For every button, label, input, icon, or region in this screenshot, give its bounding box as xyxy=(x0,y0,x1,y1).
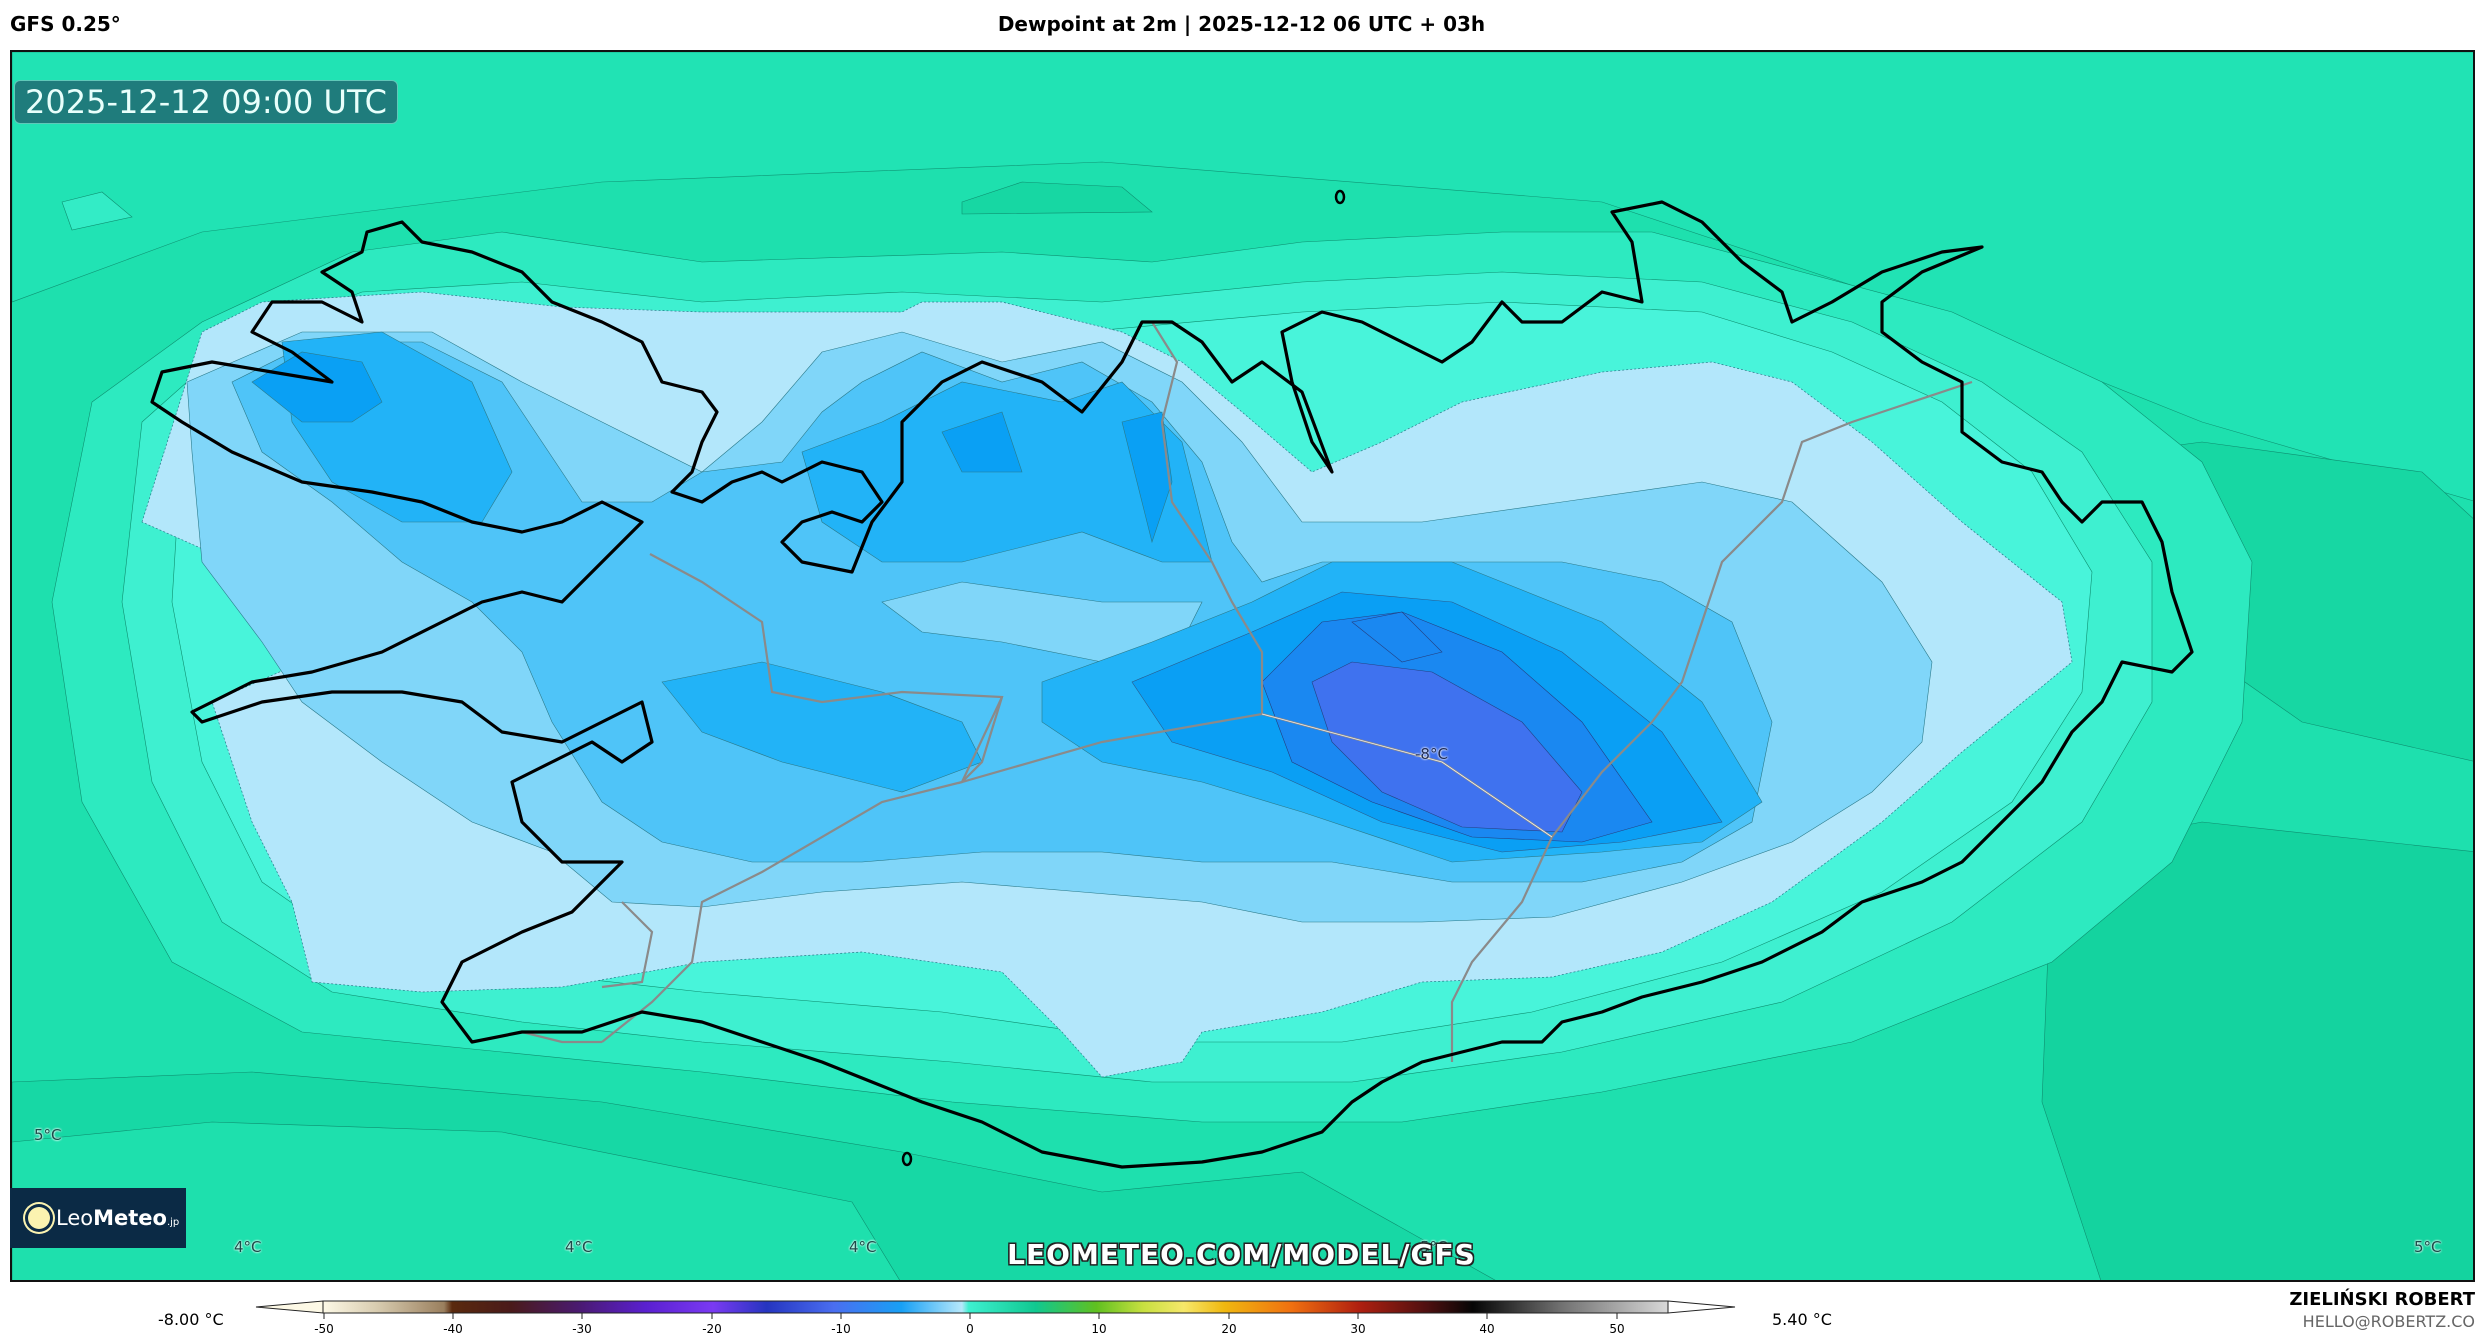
contour-label: 5°C xyxy=(34,1126,62,1144)
contour-label: 4°C xyxy=(849,1238,877,1256)
contour-label: 5°C xyxy=(1420,1238,1448,1256)
colorbar-tick: 10 xyxy=(1091,1322,1107,1336)
sun-icon xyxy=(28,1207,50,1229)
logo-suffix: .jp xyxy=(166,1216,180,1228)
colorbar-tick: 0 xyxy=(966,1322,974,1336)
contour-layer xyxy=(12,52,2473,1280)
colorbar-tick: 40 xyxy=(1479,1322,1495,1336)
colorbar-tick: 20 xyxy=(1221,1322,1237,1336)
colorbar-tick: -20 xyxy=(702,1322,722,1336)
contour-label: 4°C xyxy=(234,1238,262,1256)
watermark-url: LEOMETEO.COM/MODEL/GFS xyxy=(1007,1238,1476,1271)
colorbar-tick: -10 xyxy=(831,1322,851,1336)
logo-name: Meteo xyxy=(93,1206,167,1230)
model-label: GFS 0.25° xyxy=(10,12,121,36)
colorbar-tick: -30 xyxy=(572,1322,592,1336)
logo-prefix: Leo xyxy=(56,1206,94,1230)
valid-time-badge: 2025-12-12 09:00 UTC xyxy=(14,80,398,124)
author-name: ZIELIŃSKI ROBERT xyxy=(2289,1289,2475,1310)
colorbar-tick: -40 xyxy=(443,1322,463,1336)
contour-label: 4°C xyxy=(565,1238,593,1256)
colorbar-max-label: 5.40 °C xyxy=(1772,1310,1832,1329)
leometeo-logo[interactable]: Leo Meteo .jp xyxy=(10,1188,186,1248)
author-email[interactable]: HELLO@ROBERTZ.CO xyxy=(2302,1312,2475,1331)
dewpoint-map[interactable]: 2025-12-12 09:00 UTC -8°C 5°C 4°C 4°C 4°… xyxy=(10,50,2475,1282)
chart-title: Dewpoint at 2m | 2025-12-12 06 UTC + 03h xyxy=(997,12,1486,36)
colorbar xyxy=(255,1300,1736,1319)
colorbar-min-label: -8.00 °C xyxy=(158,1310,224,1329)
contour-label: 5°C xyxy=(2414,1238,2442,1256)
contour-label-min: -8°C xyxy=(1415,745,1448,763)
colorbar-tick: 50 xyxy=(1609,1322,1625,1336)
colorbar-tick: 30 xyxy=(1350,1322,1366,1336)
colorbar-tick: -50 xyxy=(314,1322,334,1336)
